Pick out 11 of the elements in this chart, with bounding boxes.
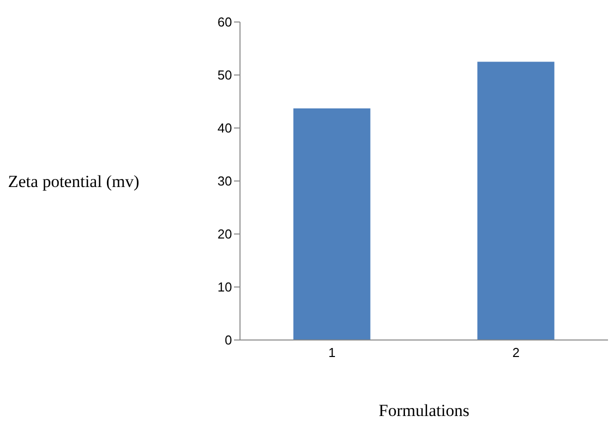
y-tick-label: 20 [218,226,232,242]
y-tick-label: 60 [218,14,232,30]
y-tick-label: 30 [218,174,232,189]
x-axis-title: Formulations [378,401,470,420]
y-axis-title: Zeta potential (mv) [8,172,140,192]
y-tick-label: 10 [218,280,232,295]
x-tick-label: 1 [328,345,336,360]
x-tick-label: 2 [512,345,520,360]
y-tick-label: 50 [218,68,232,83]
y-tick-label: 0 [224,332,232,348]
y-tick-label: 40 [218,120,232,136]
